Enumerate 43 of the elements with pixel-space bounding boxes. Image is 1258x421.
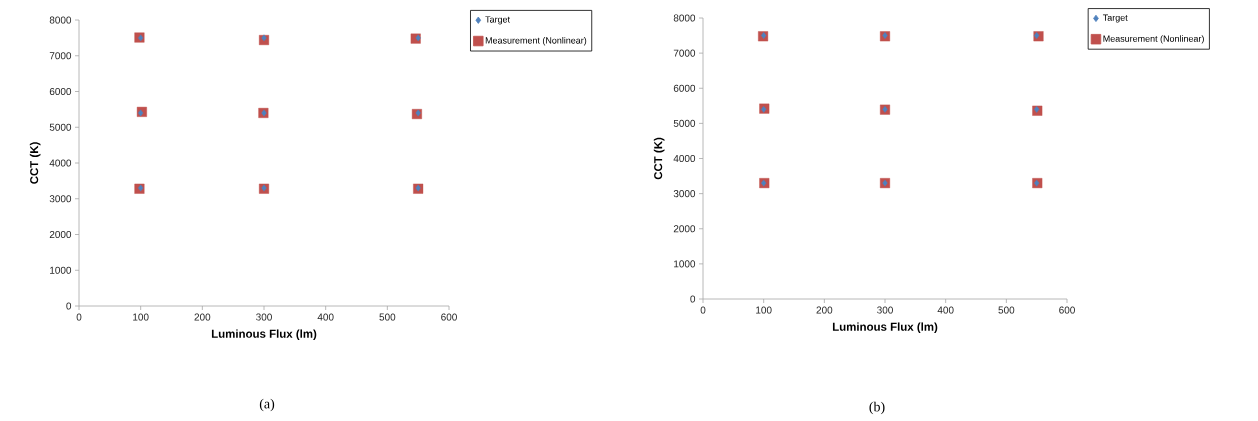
y-tick-label: 3000 xyxy=(49,195,72,203)
text: (a) xyxy=(259,398,275,412)
x-tick-label: 400 xyxy=(317,313,334,321)
legend-label: Measurement (Nonlinear) xyxy=(1103,35,1204,44)
x-tick-label: 200 xyxy=(816,306,833,314)
x-tick-label: 300 xyxy=(256,313,272,321)
text: (b) xyxy=(869,401,885,415)
legend-label: Measurement (Nonlinear) xyxy=(485,37,587,46)
y-tick-label: 3000 xyxy=(673,190,696,198)
y-tick-label: 6000 xyxy=(49,87,72,96)
y-tick-label: 0 xyxy=(690,295,696,303)
legend-label: Target xyxy=(1102,14,1128,23)
y-tick-label: 8000 xyxy=(49,16,72,24)
x-tick-label: 100 xyxy=(756,306,772,314)
y-tick-label: 4000 xyxy=(673,154,696,163)
y-tick-label: 4000 xyxy=(49,159,72,167)
y-tick-label: 5000 xyxy=(673,119,696,127)
x-tick-label: 0 xyxy=(700,306,706,314)
x-axis-title: Luminous Flux (lm) xyxy=(832,322,938,334)
y-axis-title: CCT (K) xyxy=(653,137,665,180)
y-tick-label: 6000 xyxy=(673,84,696,92)
x-tick-label: 100 xyxy=(133,313,149,321)
x-axis-title: Luminous Flux (lm) xyxy=(211,329,317,341)
x-tick-label: 500 xyxy=(379,313,396,321)
y-tick-label: 7000 xyxy=(49,52,72,60)
y-tick-label: 1000 xyxy=(50,266,72,274)
x-tick-label: 500 xyxy=(998,306,1015,314)
x-tick-label: 600 xyxy=(1059,306,1075,314)
y-tick-label: 5000 xyxy=(49,123,72,131)
y-tick-label: 8000 xyxy=(673,14,696,22)
x-tick-label: 400 xyxy=(937,306,954,314)
x-tick-label: 0 xyxy=(76,313,82,321)
point xyxy=(261,34,267,42)
y-tick-label: 2000 xyxy=(673,225,696,233)
y-axis-title: CCT (K) xyxy=(29,142,41,184)
y-tick-label: 7000 xyxy=(673,49,696,57)
legend-label: Target xyxy=(485,16,510,25)
y-tick-label: 1000 xyxy=(674,260,696,268)
y-tick-label: 2000 xyxy=(49,230,72,239)
x-tick-label: 600 xyxy=(441,313,457,321)
point xyxy=(415,109,421,117)
x-tick-label: 200 xyxy=(194,313,211,321)
x-tick-label: 300 xyxy=(877,306,893,314)
